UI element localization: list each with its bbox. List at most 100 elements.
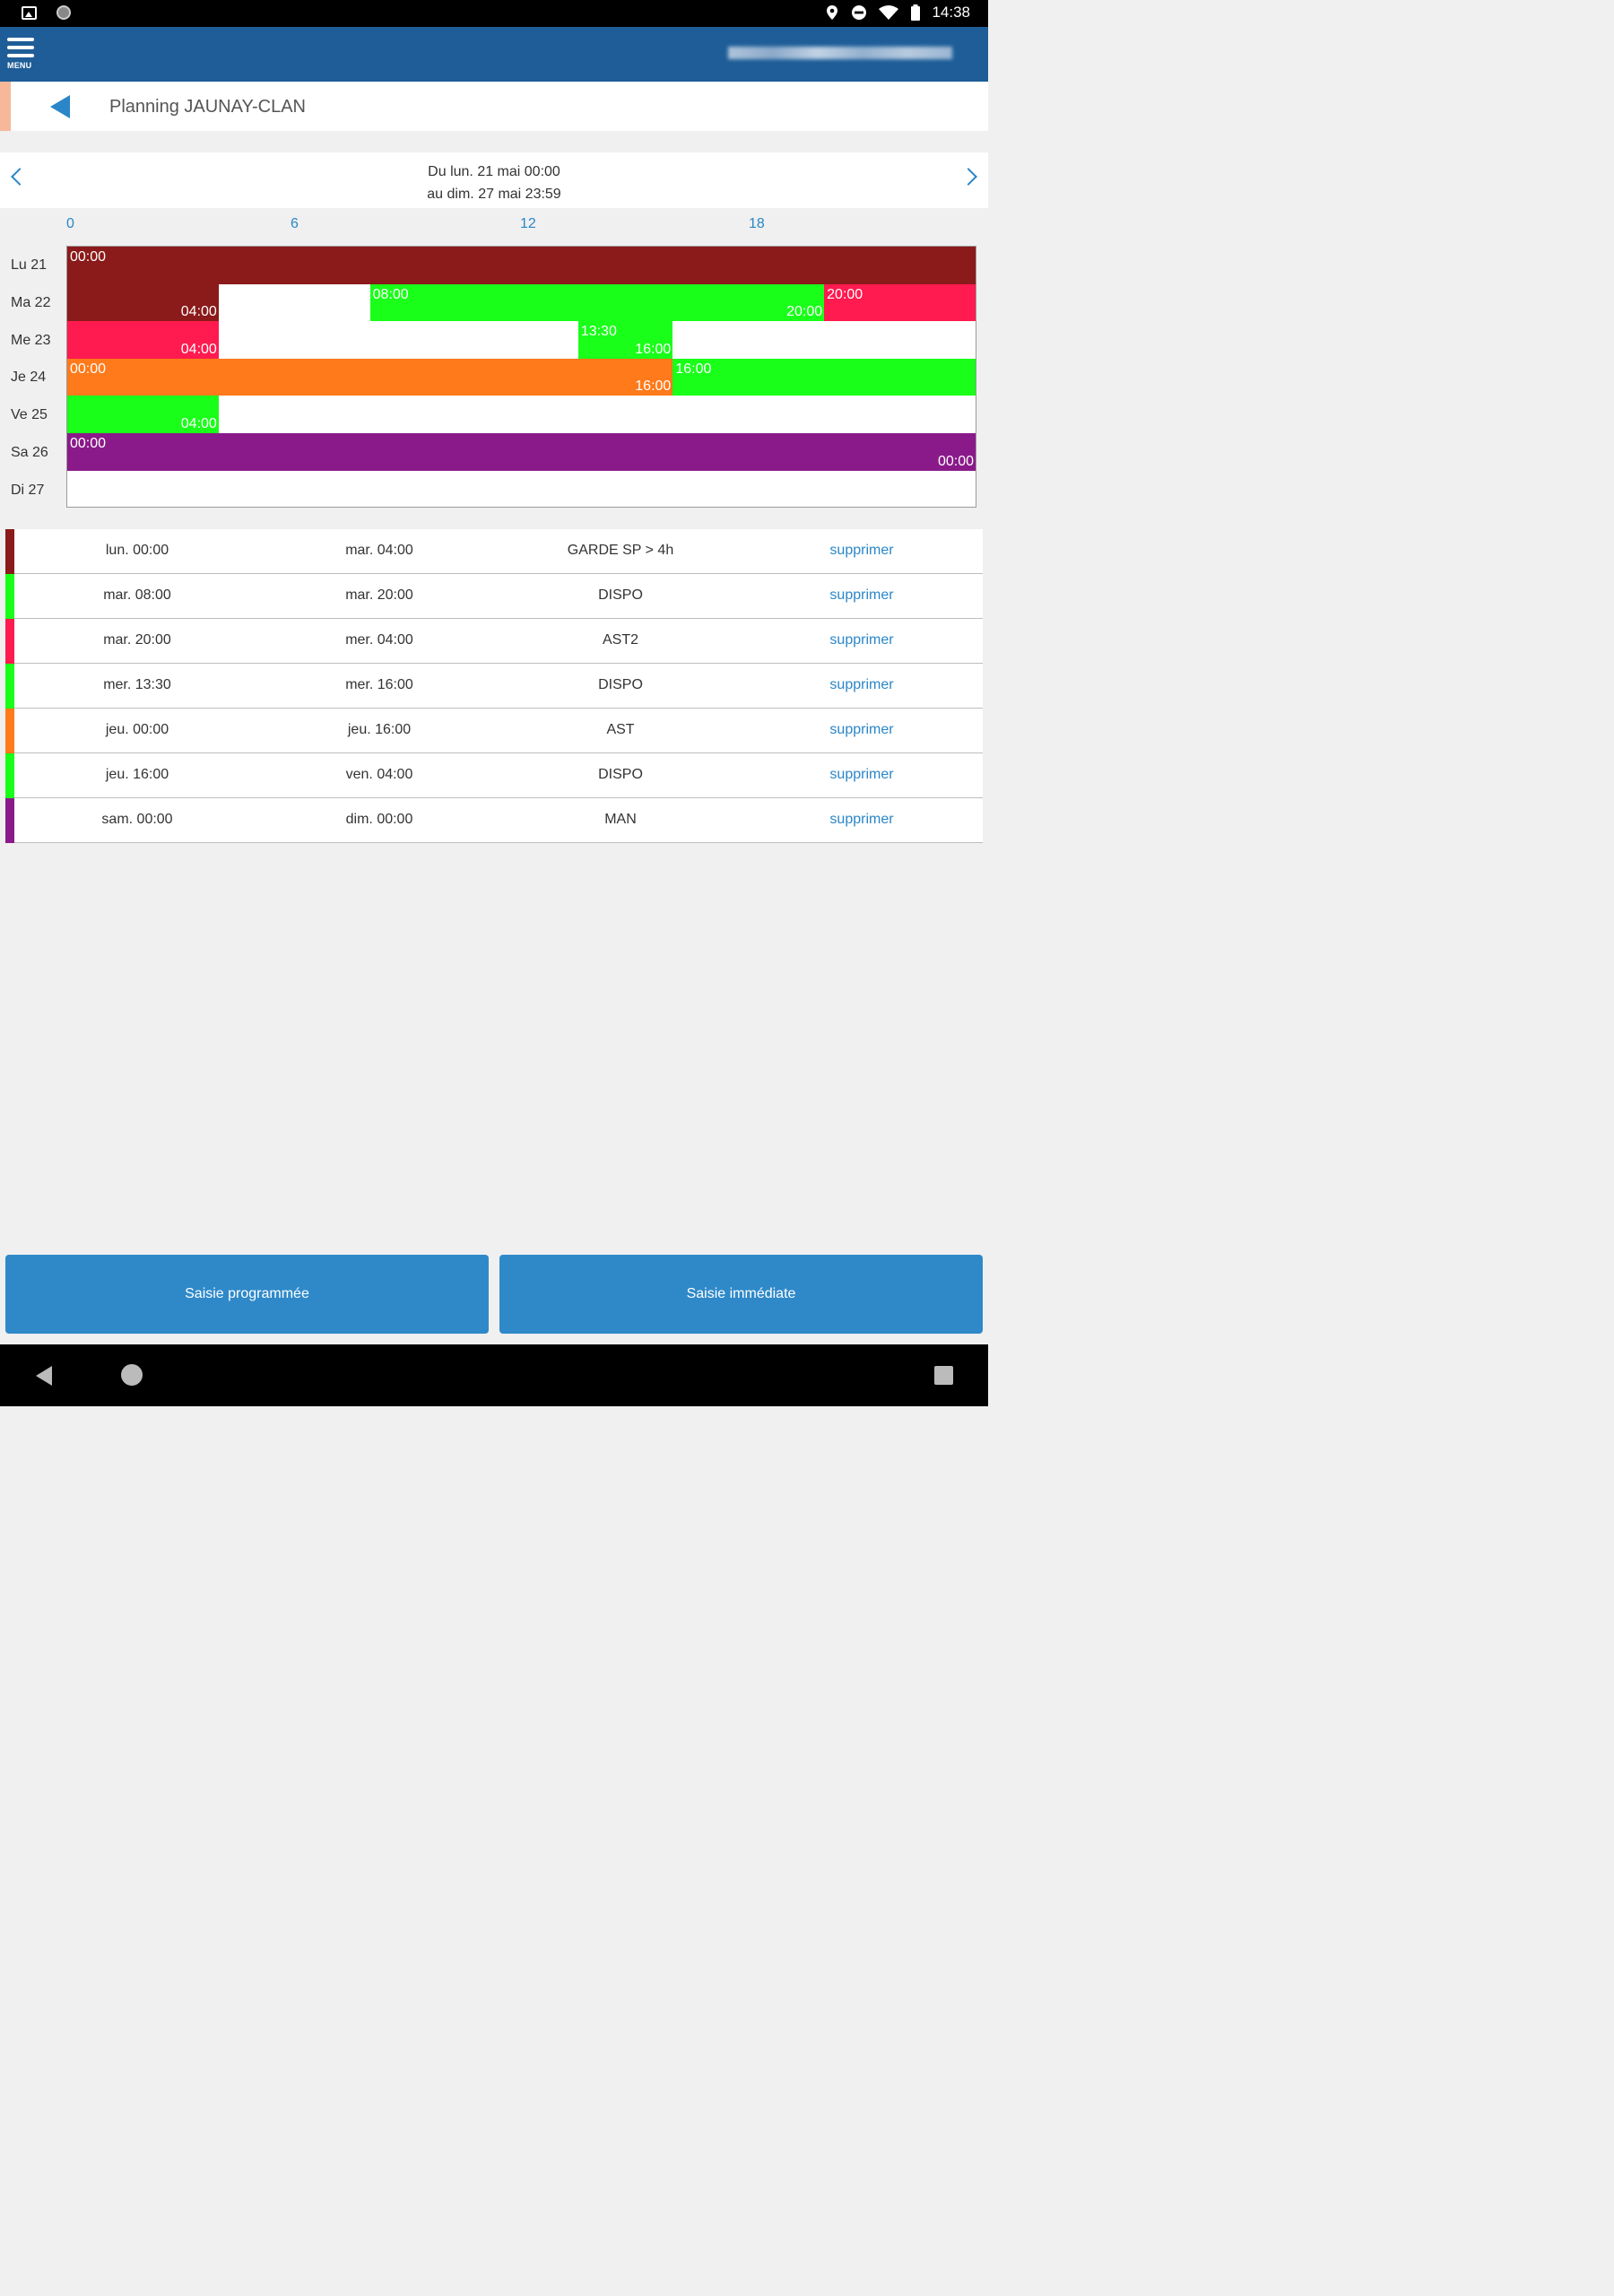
planning-segment[interactable]: 20:00 bbox=[824, 283, 976, 322]
segment-end-time: 16:00 bbox=[635, 341, 672, 357]
entry-color-marker bbox=[5, 753, 14, 798]
planning-segment[interactable]: 00:00 00:00 bbox=[67, 433, 976, 471]
segment-start-time: 16:00 bbox=[675, 361, 712, 377]
delete-link[interactable]: supprimer bbox=[829, 767, 894, 782]
week-planning-grid: 00:00 04:00 08:00 20:00 20:00 04:00 13:30 16:00… bbox=[66, 246, 976, 508]
page-title: Planning JAUNAY-CLAN bbox=[109, 97, 306, 117]
planning-segment[interactable]: 16:00 bbox=[672, 358, 976, 396]
planning-segment[interactable]: 00:00 16:00 bbox=[67, 358, 673, 396]
entry-color-marker bbox=[5, 798, 14, 843]
entry-color-marker bbox=[5, 529, 14, 574]
entry-end: mar. 04:00 bbox=[345, 543, 413, 558]
wifi-icon bbox=[879, 5, 899, 20]
entry-type: AST bbox=[606, 722, 635, 737]
delete-link[interactable]: supprimer bbox=[829, 587, 894, 603]
location-icon bbox=[827, 5, 838, 20]
entry-row: lun. 00:00 mar. 04:00 GARDE SP > 4h supprim… bbox=[5, 529, 983, 574]
back-arrow-icon[interactable] bbox=[50, 95, 70, 118]
immediate-entry-button[interactable]: Saisie immédiate bbox=[499, 1255, 983, 1334]
app-notification-icon bbox=[56, 5, 71, 20]
segment-end-time: 04:00 bbox=[180, 341, 217, 357]
image-notification-icon bbox=[22, 5, 37, 20]
entry-start: lun. 00:00 bbox=[105, 543, 169, 558]
week-range-end: au dim. 27 mai 23:59 bbox=[427, 187, 561, 202]
planning-segment[interactable]: 00:00 bbox=[67, 247, 976, 284]
entry-end: dim. 00:00 bbox=[345, 812, 413, 827]
status-time: 14:38 bbox=[932, 4, 970, 21]
planning-segment[interactable]: 04:00 bbox=[67, 321, 219, 359]
menu-label: MENU bbox=[7, 61, 32, 70]
delete-link[interactable]: supprimer bbox=[829, 722, 894, 737]
entry-color-marker bbox=[5, 664, 14, 709]
entry-type: GARDE SP > 4h bbox=[567, 543, 674, 558]
entry-start: sam. 00:00 bbox=[101, 812, 173, 827]
day-label: Ve 25 bbox=[11, 407, 48, 422]
system-navigation-bar bbox=[0, 1344, 988, 1406]
hour-label: 0 bbox=[66, 216, 74, 231]
day-label: Sa 26 bbox=[11, 445, 48, 460]
system-recents-icon[interactable] bbox=[934, 1366, 953, 1385]
redacted-user-info bbox=[728, 47, 952, 59]
segment-start-time: 00:00 bbox=[70, 249, 107, 265]
day-label: Lu 21 bbox=[11, 257, 48, 273]
entry-row: jeu. 00:00 jeu. 16:00 AST supprimer bbox=[5, 709, 983, 753]
system-home-icon[interactable] bbox=[121, 1364, 143, 1386]
planning-segment[interactable]: 04:00 bbox=[67, 396, 219, 433]
entry-type: DISPO bbox=[598, 587, 643, 603]
entry-list: lun. 00:00 mar. 04:00 GARDE SP > 4h supprim… bbox=[5, 529, 983, 843]
system-back-icon[interactable] bbox=[36, 1366, 52, 1386]
day-label: Je 24 bbox=[11, 370, 47, 385]
day-label: Ma 22 bbox=[11, 295, 51, 310]
segment-start-time: 00:00 bbox=[70, 361, 107, 377]
hour-label: 18 bbox=[749, 216, 765, 231]
status-bar: 14:38 bbox=[0, 0, 988, 27]
delete-link[interactable]: supprimer bbox=[829, 677, 894, 692]
planning-segment[interactable]: 08:00 20:00 bbox=[369, 283, 825, 322]
hamburger-icon bbox=[7, 38, 34, 41]
entry-start: mer. 13:30 bbox=[103, 677, 171, 692]
entry-row: sam. 00:00 dim. 00:00 MAN supprimer bbox=[5, 798, 983, 843]
entry-row: mar. 08:00 mar. 20:00 DISPO supprimer bbox=[5, 574, 983, 619]
entry-end: mar. 20:00 bbox=[345, 587, 413, 603]
entry-start: mar. 20:00 bbox=[103, 632, 171, 648]
title-accent-bar bbox=[0, 82, 11, 131]
entry-start: jeu. 00:00 bbox=[105, 722, 169, 737]
do-not-disturb-icon bbox=[852, 5, 867, 20]
entry-end: ven. 04:00 bbox=[345, 767, 413, 782]
hour-label: 12 bbox=[520, 216, 536, 231]
entry-type: MAN bbox=[604, 812, 637, 827]
entry-color-marker bbox=[5, 709, 14, 753]
segment-end-time: 16:00 bbox=[635, 378, 672, 395]
entry-color-marker bbox=[5, 574, 14, 619]
entry-type: AST2 bbox=[602, 632, 638, 648]
entry-row: mar. 20:00 mer. 04:00 AST2 supprimer bbox=[5, 619, 983, 664]
entry-end: jeu. 16:00 bbox=[347, 722, 412, 737]
week-range: Du lun. 21 mai 00:00 au dim. 27 mai 23:5… bbox=[0, 161, 988, 205]
segment-start-time: 13:30 bbox=[580, 324, 617, 340]
day-label: Me 23 bbox=[11, 333, 51, 348]
entry-end: mer. 16:00 bbox=[345, 677, 413, 692]
segment-end-time: 00:00 bbox=[937, 453, 974, 469]
segment-end-time: 04:00 bbox=[180, 304, 217, 320]
planning-segment[interactable]: 13:30 16:00 bbox=[577, 321, 673, 359]
week-navigation: Du lun. 21 mai 00:00 au dim. 27 mai 23:5… bbox=[0, 152, 988, 208]
entry-start: mar. 08:00 bbox=[103, 587, 171, 603]
hour-label: 6 bbox=[291, 216, 299, 231]
entry-color-marker bbox=[5, 619, 14, 664]
planning-segment[interactable]: 04:00 bbox=[67, 283, 219, 322]
entry-end: mer. 04:00 bbox=[345, 632, 413, 648]
menu-button[interactable]: MENU bbox=[7, 38, 36, 74]
week-range-start: Du lun. 21 mai 00:00 bbox=[428, 164, 560, 179]
delete-link[interactable]: supprimer bbox=[829, 632, 894, 648]
delete-link[interactable]: supprimer bbox=[829, 812, 894, 827]
segment-start-time: 08:00 bbox=[372, 286, 409, 302]
segment-end-time: 20:00 bbox=[786, 304, 823, 320]
entry-row: jeu. 16:00 ven. 04:00 DISPO supprimer bbox=[5, 753, 983, 798]
scheduled-entry-button[interactable]: Saisie programmée bbox=[5, 1255, 489, 1334]
app-header: MENU bbox=[0, 27, 988, 82]
delete-link[interactable]: supprimer bbox=[829, 543, 894, 558]
entry-type: DISPO bbox=[598, 677, 643, 692]
segment-start-time: 00:00 bbox=[70, 436, 107, 451]
entry-row: mer. 13:30 mer. 16:00 DISPO supprimer bbox=[5, 664, 983, 709]
day-label: Di 27 bbox=[11, 483, 45, 498]
